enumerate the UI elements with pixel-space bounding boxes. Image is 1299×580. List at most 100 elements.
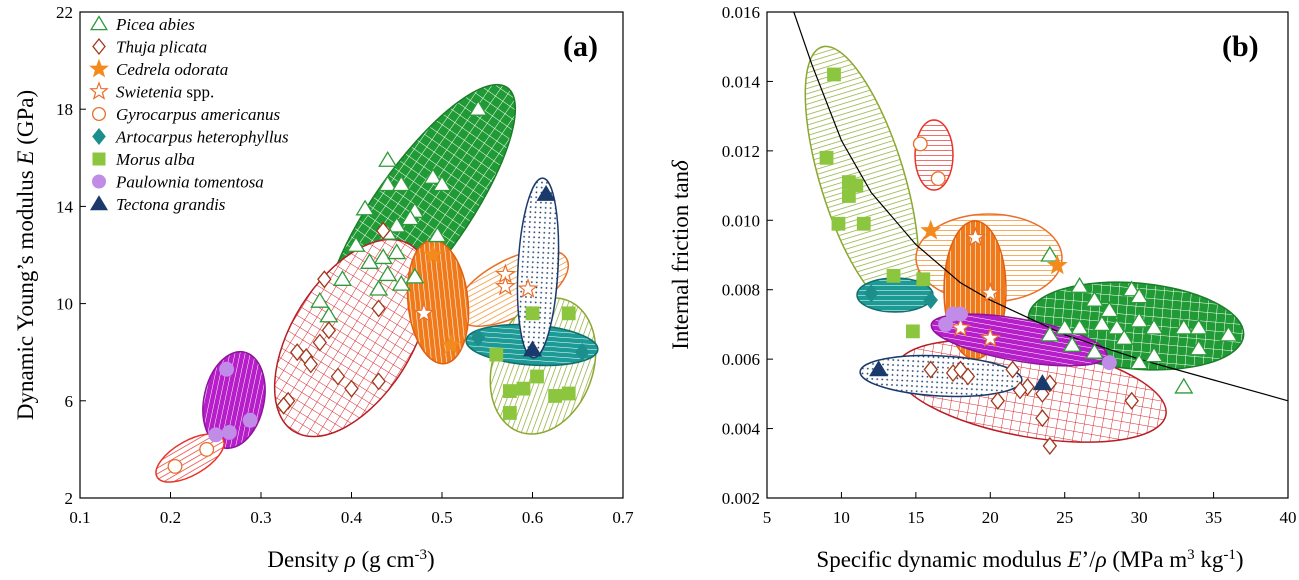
point-picea-abies — [405, 267, 425, 284]
fit-curve — [793, 11, 1289, 402]
series-cedrela-odorata — [422, 244, 462, 354]
legend-item-paulownia-tomentosa: Paulownia tomentosa — [91, 173, 264, 192]
point-picea-abies — [1084, 342, 1105, 359]
point-picea-abies — [423, 167, 443, 184]
point-thuja-plicata — [1012, 381, 1028, 400]
point-picea-abies — [1129, 353, 1149, 370]
point-artocarpus-heterophyllus — [863, 284, 879, 303]
point-picea-abies — [360, 253, 380, 269]
point-picea-abies — [1174, 318, 1194, 335]
point-picea-abies — [1189, 318, 1209, 335]
legend-marker-tectona-grandis — [89, 195, 109, 211]
x-tick-label: 40 — [1280, 508, 1297, 527]
legend-marker-swietenia-spp — [89, 81, 109, 100]
series-tectona-grandis — [522, 184, 556, 357]
point-picea-abies — [1040, 245, 1060, 262]
point-morus-alba — [886, 268, 901, 283]
panel-a-xlabel: Density ρ (g cm-3) — [267, 547, 434, 572]
point-morus-alba — [831, 216, 846, 231]
point-picea-abies — [332, 270, 352, 286]
point-picea-abies — [1129, 287, 1149, 304]
y-tick-label: 0.016 — [722, 3, 760, 22]
y-tick-label: 0.014 — [722, 72, 761, 91]
point-paulownia-tomentosa — [208, 427, 224, 443]
x-tick-label: 25 — [1056, 508, 1073, 527]
region-b-paulownia — [930, 313, 1108, 367]
y-tick-label: 6 — [65, 392, 74, 411]
series-tectona-grandis — [869, 360, 1052, 391]
y-tick-label: 0.012 — [722, 142, 760, 161]
point-picea-abies — [1084, 290, 1105, 307]
panel-b-regions — [804, 45, 1245, 443]
panel-a-ylabel: Dynamic Young’s modulus E (GPa) — [13, 90, 38, 420]
legend-item-picea-abies: Picea abies — [89, 15, 195, 34]
point-picea-abies — [378, 265, 398, 282]
legend-marker-morus-alba — [92, 152, 106, 166]
legend-marker-artocarpus-heterophyllus — [92, 127, 106, 146]
point-tectona-grandis — [536, 184, 556, 201]
series-picea-abies — [1040, 245, 1239, 394]
point-tectona-grandis — [522, 340, 543, 357]
point-gyrocarpus-americanus — [930, 171, 946, 187]
panel-b-label: (b) — [1222, 30, 1259, 63]
series-cedrela-odorata — [920, 219, 1068, 275]
point-picea-abies — [369, 279, 389, 296]
point-gyrocarpus-americanus — [912, 136, 928, 152]
point-thuja-plicata — [1042, 436, 1058, 455]
legend-item-morus-alba: Morus alba — [92, 150, 195, 169]
point-thuja-plicata — [1035, 409, 1050, 428]
x-tick-label: 20 — [982, 508, 999, 527]
point-morus-alba — [819, 150, 834, 165]
panel-b-xlabel: Specific dynamic modulus E’/ρ (MPa m3 kg… — [816, 547, 1243, 572]
point-picea-abies — [1092, 315, 1112, 332]
point-paulownia-tomentosa — [953, 306, 968, 322]
point-picea-abies — [468, 99, 488, 116]
point-thuja-plicata — [344, 379, 359, 398]
legend-label: Paulownia tomentosa — [115, 173, 264, 192]
point-morus-alba — [841, 189, 856, 203]
point-thuja-plicata — [371, 372, 386, 391]
x-tick-label: 35 — [1205, 508, 1222, 527]
series-gyrocarpus-americanus — [912, 136, 946, 187]
point-thuja-plicata — [953, 360, 968, 379]
x-tick-label: 30 — [1131, 508, 1148, 527]
series-thuja-plicata — [923, 360, 1139, 455]
point-morus-alba — [905, 324, 920, 339]
series-swietenia-spp — [413, 263, 539, 323]
point-picea-abies — [1218, 325, 1239, 342]
legend-marker-gyrocarpus-americanus — [91, 106, 107, 122]
legend-label: Thuja plicata — [116, 38, 207, 57]
point-cedrela-odorata — [1046, 254, 1068, 275]
point-tectona-grandis — [869, 360, 889, 377]
x-tick-label: 0.7 — [612, 508, 634, 527]
point-morus-alba — [516, 381, 531, 396]
legend: Picea abies Thuja plicata Cedrela odorata S… — [89, 15, 289, 214]
point-morus-alba — [502, 384, 517, 398]
point-swietenia-spp — [494, 275, 516, 296]
series-swietenia-spp — [950, 226, 1001, 348]
point-picea-abies — [1122, 280, 1142, 297]
y-tick-label: 18 — [56, 100, 73, 119]
legend-item-swietenia-spp: Swietenia spp. — [89, 81, 214, 102]
point-thuja-plicata — [990, 391, 1005, 410]
point-picea-abies — [432, 175, 452, 192]
legend-label: Artocarpus heterophyllus — [115, 128, 289, 147]
point-picea-abies — [373, 248, 393, 265]
point-morus-alba — [856, 216, 871, 231]
point-morus-alba — [489, 347, 504, 362]
region-b-tectona — [859, 354, 1023, 398]
point-morus-alba — [849, 178, 864, 193]
point-morus-alba — [561, 386, 576, 401]
point-picea-abies — [1040, 325, 1060, 342]
point-morus-alba — [530, 369, 544, 384]
y-tick-label: 10 — [56, 295, 73, 314]
panel-a: 0.1 0.2 0.3 0.4 0.5 0.6 0.7 2 6 10 14 18 22 Picea ab… — [13, 3, 634, 572]
region-thuja-plicata — [273, 238, 431, 438]
legend-label: Morus alba — [115, 150, 195, 169]
point-thuja-plicata — [276, 396, 291, 415]
legend-item-thuja-plicata: Thuja plicata — [92, 38, 207, 57]
x-tick-label: 15 — [907, 508, 924, 527]
panel-b-plot-area — [766, 11, 1289, 499]
point-paulownia-tomentosa — [938, 316, 954, 332]
